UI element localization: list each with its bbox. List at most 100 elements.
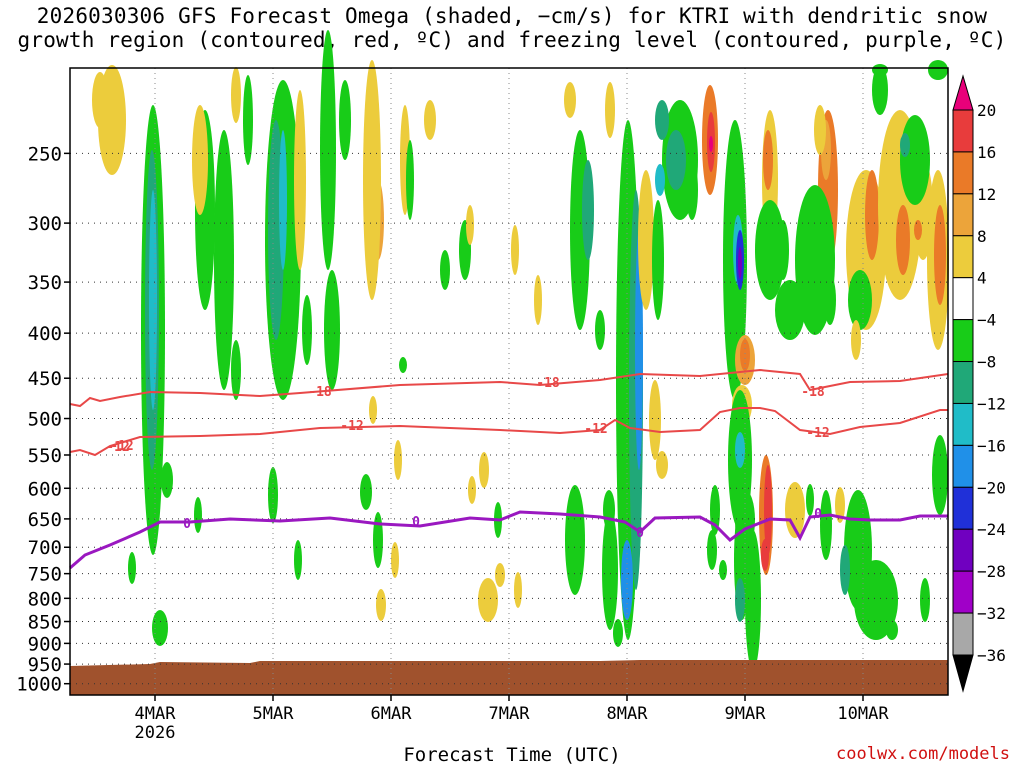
y-tick-label: 700 — [28, 537, 62, 559]
credit-text: coolwx.com/models — [836, 744, 1010, 764]
omega-shade-region — [764, 465, 772, 555]
y-tick-label: 800 — [28, 588, 62, 610]
omega-shade-region — [851, 320, 861, 360]
y-tick-label: 900 — [28, 633, 62, 655]
y-tick-label: 750 — [28, 564, 62, 586]
colorbar-label: −24 — [977, 520, 1006, 539]
omega-shade-region — [820, 490, 832, 560]
colorbar-bottom-arrow — [952, 654, 974, 693]
omega-shade-region — [564, 82, 576, 118]
colorbar-label: 8 — [977, 227, 987, 246]
omega-shade-region — [231, 67, 241, 123]
title-line-1: 2026030306 GFS Forecast Omega (shaded, −… — [36, 4, 988, 28]
omega-shade-region — [214, 130, 234, 390]
snow-growth-contour-label: -12 — [340, 419, 363, 434]
omega-shade-region — [440, 250, 450, 290]
omega-shade-region — [932, 435, 948, 515]
omega-shade-region — [466, 205, 474, 245]
omega-shade-region — [858, 505, 866, 565]
omega-shade-region — [363, 60, 381, 300]
snow-growth-contour-label: -12 — [106, 440, 129, 455]
colorbar-label: 12 — [977, 185, 996, 204]
omega-shade-region — [777, 220, 789, 280]
y-tick-label: 500 — [28, 409, 62, 431]
omega-shade-region — [840, 545, 850, 595]
omega-shade-region — [886, 620, 898, 640]
omega-shade-region — [495, 563, 505, 587]
omega-shade-region — [763, 130, 773, 190]
omega-shade-region — [603, 490, 615, 530]
omega-shade-region — [320, 30, 336, 270]
snow-growth-contour-label: -12 — [110, 439, 133, 454]
y-tick-label: 850 — [28, 612, 62, 634]
y-tick-label: 550 — [28, 445, 62, 467]
omega-shade-region — [621, 540, 633, 620]
omega-shade-region — [391, 542, 399, 578]
snow-growth-contour-label: -18 — [536, 376, 560, 391]
omega-shade-region — [511, 225, 519, 275]
omega-shade-region — [686, 160, 698, 220]
colorbar-segment — [952, 235, 974, 279]
x-tick-label: 4MAR — [135, 704, 177, 724]
y-tick-label: 300 — [28, 213, 62, 235]
omega-shade-region — [735, 578, 745, 622]
omega-shade-region — [900, 133, 910, 157]
freezing-contour-label: 0 — [183, 517, 191, 532]
colorbar-segment — [952, 402, 974, 446]
omega-shade-region — [872, 64, 888, 76]
omega-shade-region — [152, 610, 168, 646]
colorbar-label: −20 — [977, 478, 1006, 497]
snow-growth-contour-label: -12 — [584, 422, 607, 437]
colorbar-label: −28 — [977, 562, 1006, 581]
freezing-contour-label: 0 — [636, 526, 644, 541]
contour-layer: -18-18-18-12-12 -12 -12-120 000 — [69, 368, 949, 570]
omega-shade-region — [920, 578, 930, 622]
chart-title: 2026030306 GFS Forecast Omega (shaded, −… — [0, 4, 1024, 52]
x-tick-label: 9MAR — [725, 704, 767, 724]
omega-shade-region — [595, 310, 605, 350]
omega-shade-region — [605, 82, 615, 138]
omega-shade-region — [514, 572, 522, 608]
omega-shade-region — [814, 105, 826, 155]
omega-shade-region — [360, 474, 372, 510]
snow-growth-contour-label: -18 — [308, 385, 332, 400]
omega-shade-region — [735, 432, 745, 468]
omega-shading-layer — [70, 30, 949, 695]
colorbar-segment — [952, 151, 974, 195]
omega-shade-region — [161, 462, 173, 498]
colorbar-label: −36 — [977, 646, 1006, 665]
colorbar-label: −8 — [977, 353, 996, 372]
colorbar-label: 16 — [977, 143, 996, 162]
omega-shade-region — [339, 80, 351, 160]
y-tick-label: 250 — [28, 143, 62, 165]
omega-shade-region — [896, 205, 910, 275]
y-tick-label: 400 — [28, 323, 62, 345]
omega-shade-region — [268, 467, 278, 523]
omega-shade-region — [279, 130, 287, 270]
title-line-2: growth region (contoured, red, ºC) and f… — [17, 28, 1007, 52]
x-axis-label: Forecast Time (UTC) — [403, 744, 621, 766]
y-tick-label: 1000 — [16, 674, 62, 696]
grid-layer — [70, 68, 948, 695]
y-tick-label: 350 — [28, 272, 62, 294]
omega-shade-region — [399, 357, 407, 373]
snow-growth-contour-label: -18 — [801, 385, 825, 400]
omega-shade-region — [192, 105, 208, 215]
colorbar-label: −16 — [977, 436, 1006, 455]
colorbar-segment — [952, 361, 974, 404]
colorbar-segment — [952, 193, 974, 237]
colorbar-label: −12 — [977, 394, 1006, 413]
omega-shade-region — [565, 485, 585, 595]
omega-shade-region — [844, 490, 872, 610]
omega-shade-region — [848, 270, 872, 330]
colorbar-segment — [952, 109, 974, 153]
omega-shade-region — [128, 552, 136, 584]
omega-shade-region — [324, 270, 340, 390]
omega-shade-region — [655, 100, 669, 140]
omega-shade-region — [707, 530, 717, 570]
omega-shade-region — [934, 205, 946, 305]
x-tick-year-label: 2026 — [135, 723, 176, 743]
omega-shade-region — [92, 72, 108, 128]
omega-shade-region — [373, 512, 383, 568]
